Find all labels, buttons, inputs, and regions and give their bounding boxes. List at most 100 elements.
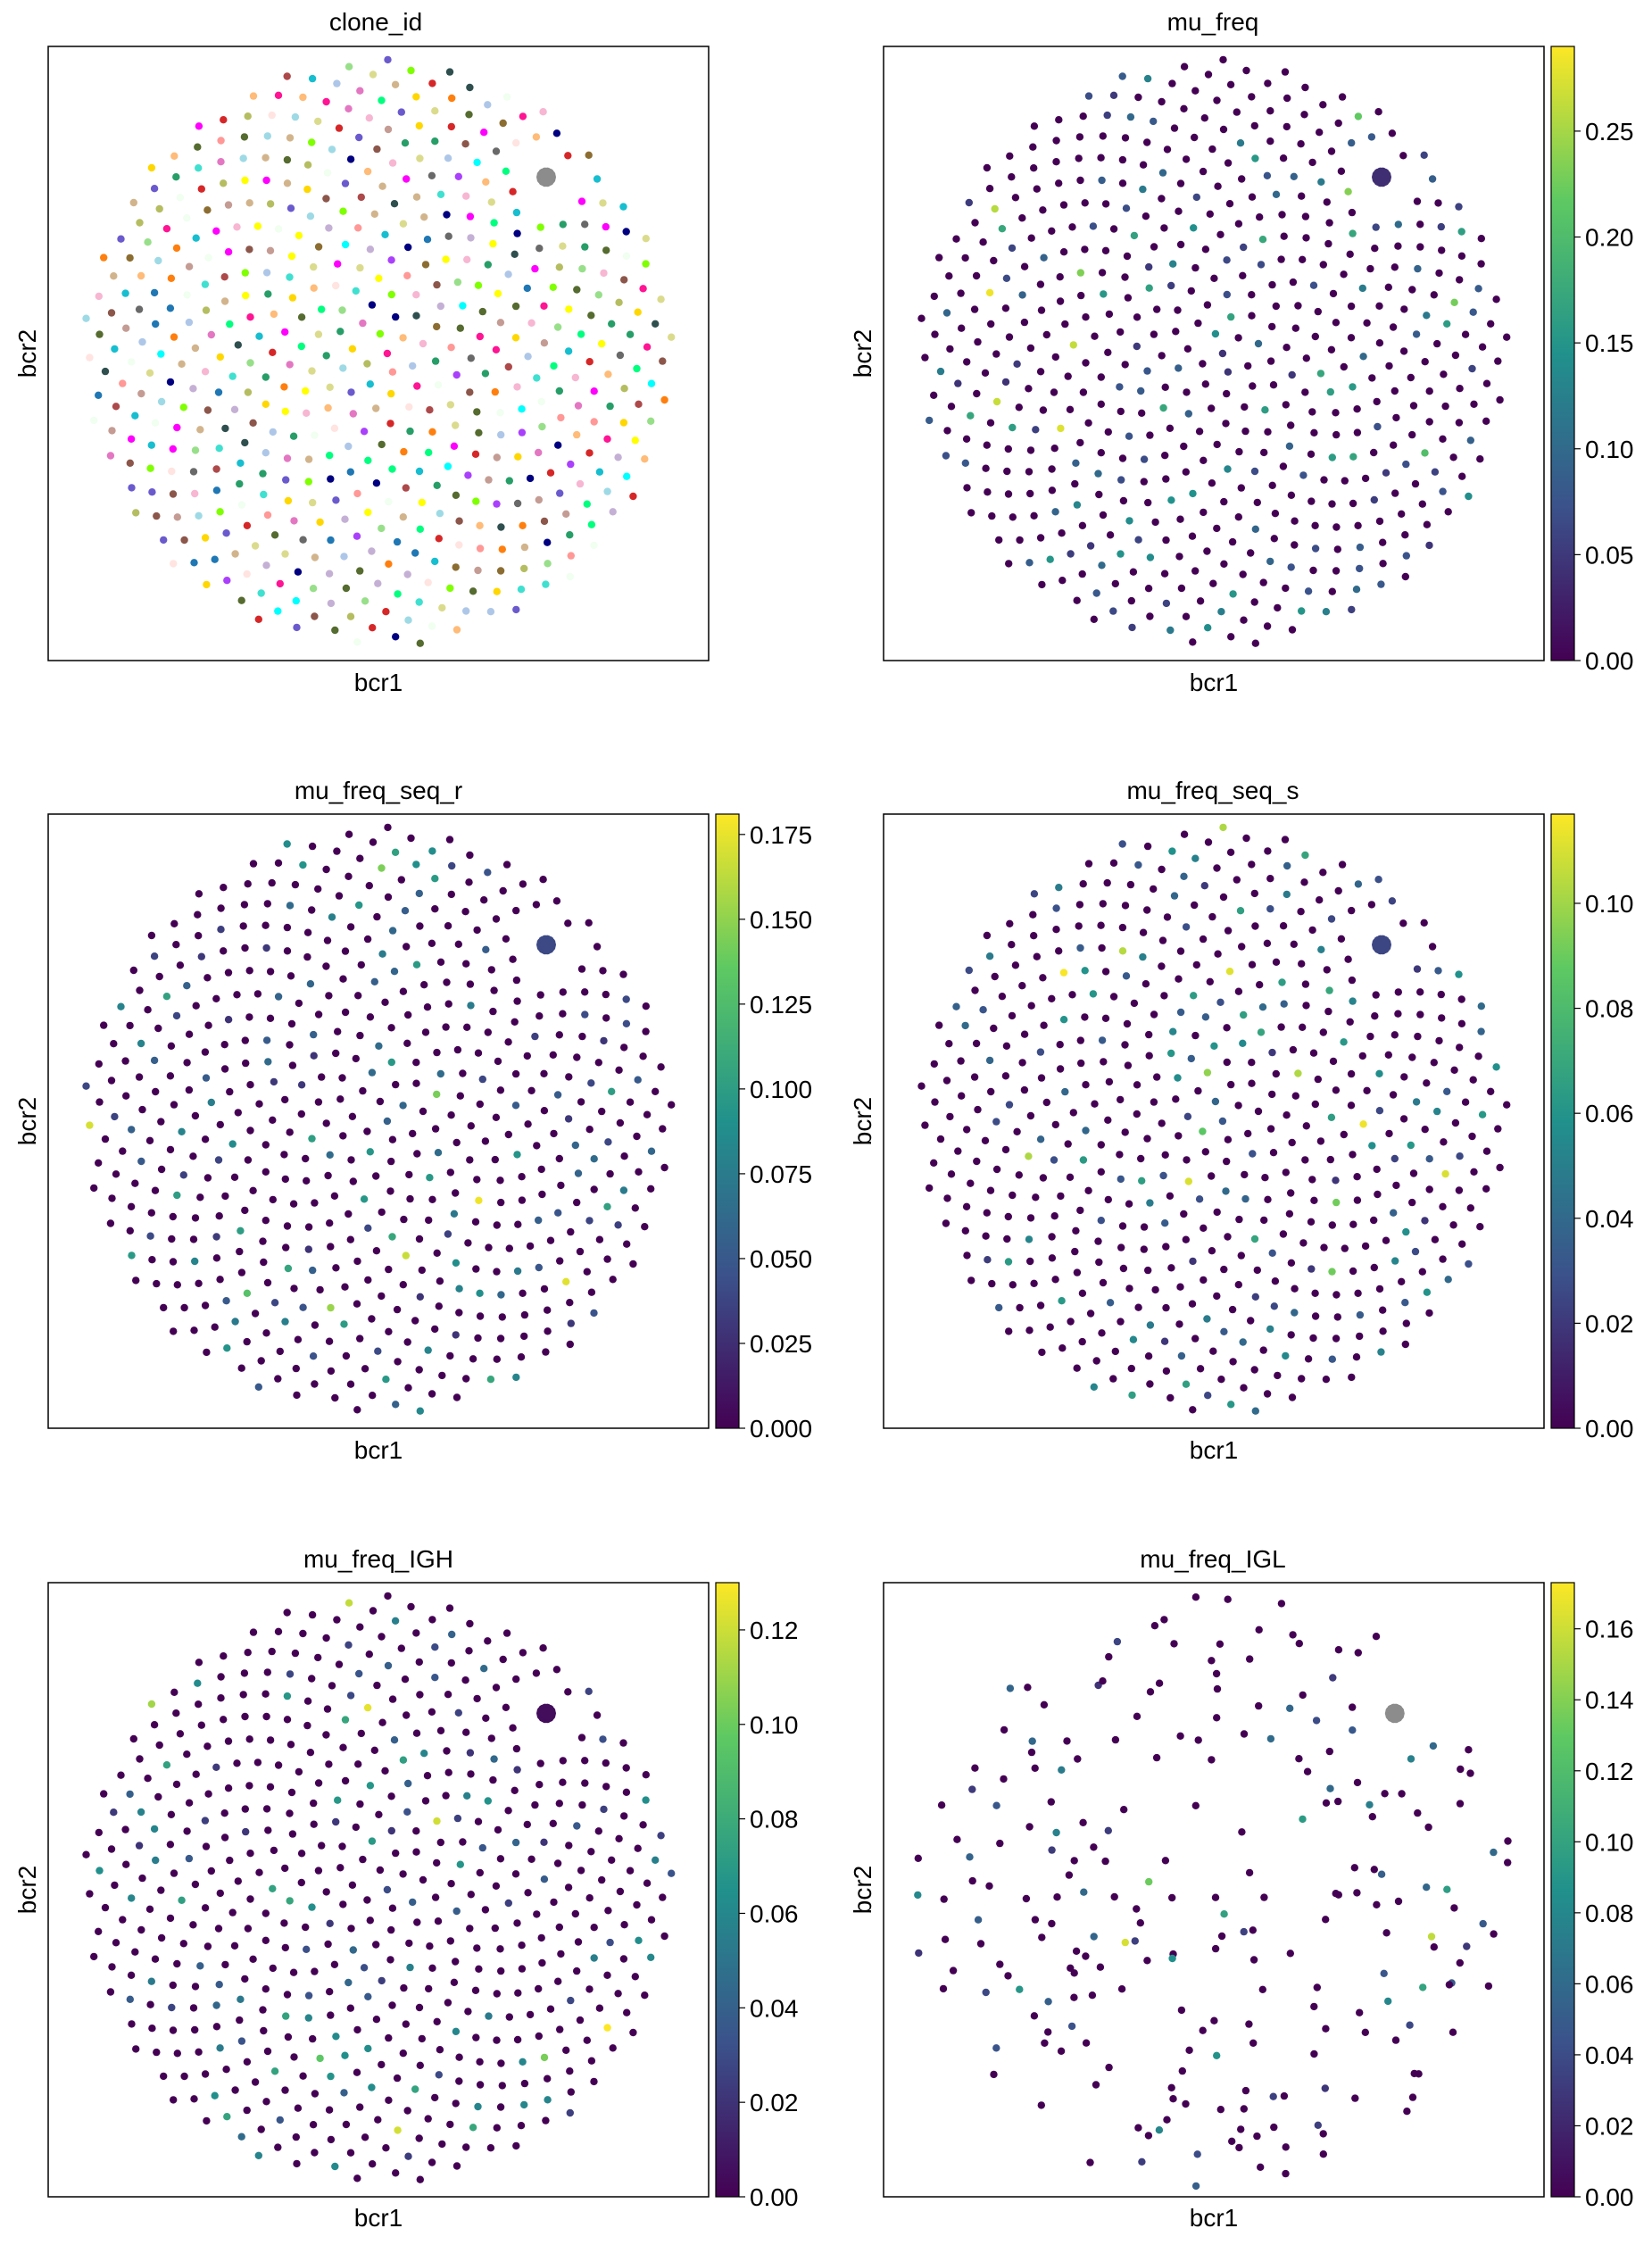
data-point [626,330,635,338]
data-point [237,2037,246,2045]
data-point [1138,1177,1146,1185]
data-point [151,1186,160,1194]
data-point [1006,919,1014,928]
data-point [1272,302,1281,311]
data-point [990,256,998,265]
data-point [1125,1200,1133,1208]
data-point [216,353,224,362]
data-point [1271,1277,1280,1285]
data-point [311,2090,320,2098]
data-point [1127,596,1136,605]
data-point [251,2078,260,2086]
data-point [1415,2070,1423,2078]
data-point [1106,1299,1115,1307]
panel-title: mu_freq_seq_s [1126,777,1299,804]
data-point [511,250,519,258]
data-point [378,1976,386,1985]
data-point [299,536,307,544]
data-point [987,320,995,328]
data-point [1332,409,1340,417]
data-point [1310,2002,1318,2011]
data-point [970,1073,979,1081]
data-point [1146,1321,1155,1329]
data-point [185,1799,194,1807]
data-point [185,1030,194,1038]
data-point [237,1226,245,1235]
data-point [462,1375,470,1383]
data-point [1490,1848,1498,1857]
data-point [388,2001,396,2009]
data-point [567,460,575,469]
data-point [212,227,220,235]
data-point [448,1630,456,1639]
data-point [466,1925,474,1933]
data-point [1461,1098,1470,1106]
data-point [212,465,220,473]
data-point [284,2033,293,2041]
colorbar-tick-label: 0.175 [750,821,812,849]
data-point [1214,182,1222,190]
data-point [1421,1126,1429,1134]
data-point [369,1392,377,1400]
data-point [1005,1101,1014,1109]
data-point [155,972,163,981]
data-point [1206,210,1215,218]
data-point [1079,1156,1088,1164]
data-point [481,370,490,378]
data-point [535,495,543,504]
data-point [136,986,144,994]
data-point [464,471,472,479]
data-point [150,185,159,193]
data-point [1290,940,1299,949]
data-point [1283,122,1291,131]
data-point [1025,559,1034,567]
data-point [974,1916,983,1924]
data-point [1099,132,1108,140]
data-point [985,952,994,960]
data-point [191,1111,200,1120]
data-point [518,405,526,413]
data-point [473,408,481,416]
data-point [1213,1714,1221,1722]
data-point [1177,584,1186,593]
data-point [286,273,294,281]
data-point [1494,1125,1502,1133]
data-point [310,1030,318,1039]
data-point [540,302,548,310]
data-point [1118,72,1126,80]
data-point [581,1779,589,1787]
data-point [341,2051,349,2059]
data-point [1124,294,1133,302]
data-point [1191,2182,1200,2191]
data-point [539,1644,547,1652]
data-point [1036,368,1045,376]
data-point [286,972,295,980]
data-point [369,1607,378,1615]
data-point [533,374,541,382]
data-point [1257,1028,1266,1036]
data-point [540,1838,548,1846]
data-point [540,1069,548,1078]
data-point [1057,424,1065,433]
data-point [283,454,292,462]
data-point [173,423,181,432]
data-point [1375,1285,1384,1293]
data-point [388,1233,396,1241]
data-point [520,1310,529,1319]
data-point [203,1174,212,1182]
data-point [270,531,279,539]
data-point [128,1894,136,1902]
data-point [565,305,573,313]
data-point [1223,1157,1231,1166]
data-point [297,1878,305,1887]
data-point [1423,520,1432,528]
data-point [1347,1102,1356,1110]
data-point [1222,420,1230,428]
data-point [1456,1044,1464,1052]
data-point [1190,992,1198,1000]
data-point [564,1115,573,1123]
data-point [402,2020,410,2028]
data-point [1213,1684,1222,1693]
data-point [269,348,277,356]
